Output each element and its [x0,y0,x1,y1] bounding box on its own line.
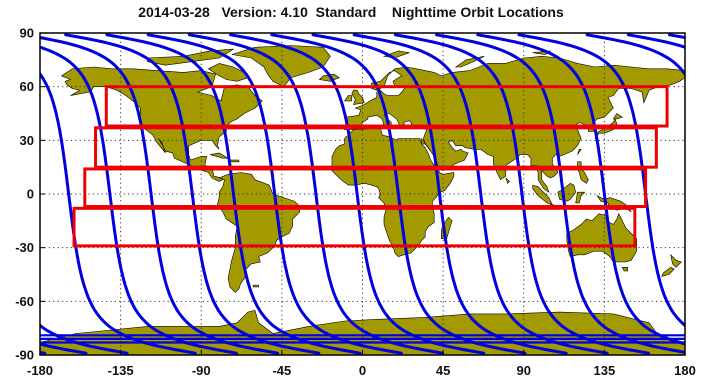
x-tick-label: 0 [359,363,366,378]
land-ireland [344,95,353,102]
x-tick-label: 90 [517,363,531,378]
land-baffin-island [207,63,249,82]
y-tick-label: -90 [15,348,34,363]
orbit-track [0,35,4,353]
land-south-america [217,172,301,293]
land-sri-lanka [505,177,510,184]
y-tick-label: 0 [27,187,34,202]
y-tick-label: 30 [20,133,34,148]
observation-boxes [72,85,669,248]
x-tick-label: 45 [436,363,450,378]
observation-box [72,206,637,248]
observation-box [104,85,669,128]
axis-ticks: -180 -135 -90 -45 0 45 90 135 180 90 60 30 0 -30 -60 -9… [15,26,696,379]
y-tick-label: -30 [15,240,34,255]
land-arabia-connector [421,137,431,152]
land-british-isles [351,89,365,105]
observation-box [83,167,648,209]
y-tick-label: 60 [20,79,34,94]
land-sumatra [532,184,553,206]
x-tick-label: -90 [192,363,211,378]
observation-box [94,126,658,169]
land-taiwan [577,149,582,155]
land-hokkaido [612,113,623,120]
land-new-zealand-north [670,253,682,268]
land-hispaniola [229,159,240,163]
land-new-zealand-south [661,266,675,277]
orbit-track [40,71,197,355]
land-falklands [252,284,259,288]
x-tick-label: 135 [594,363,616,378]
orbit-track [40,45,238,355]
x-tick-label: -45 [272,363,291,378]
land-africa [331,127,455,257]
map-title: 2014-03-28 Version: 4.10 Standard Nightt… [138,4,564,20]
x-tick-label: -180 [27,363,53,378]
y-tick-label: 90 [20,26,34,41]
x-tick-label: 180 [674,363,696,378]
land-tasmania [621,267,628,272]
x-tick-label: -135 [108,363,134,378]
y-tick-label: -60 [15,294,34,309]
